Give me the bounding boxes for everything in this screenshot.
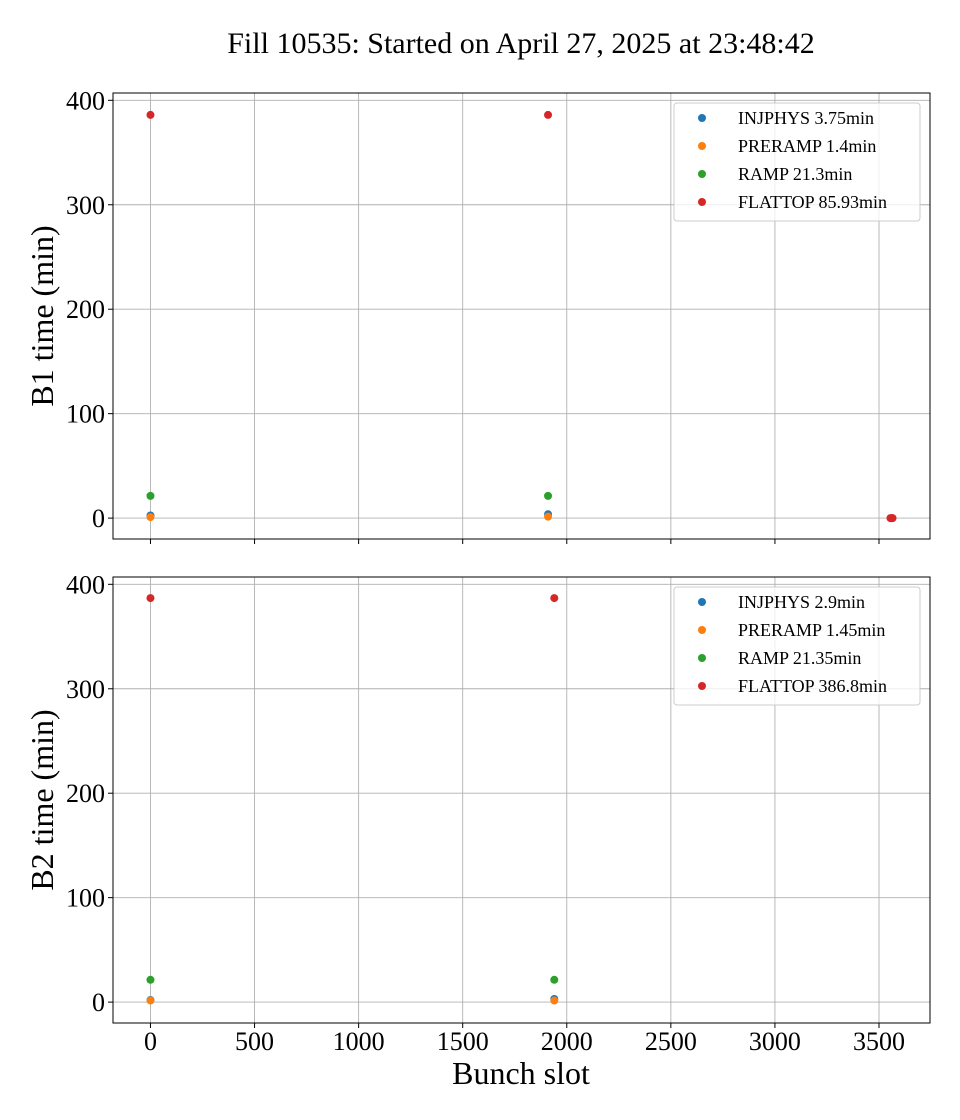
legend-b2: INJPHYS 2.9min PRERAMP 1.45min RAMP 21.35m… bbox=[673, 586, 921, 706]
point-b1-flattop-0 bbox=[146, 110, 155, 119]
legend-label-b2-flattop: FLATTOP 386.8min bbox=[738, 676, 887, 696]
point-b2-ramp-1 bbox=[550, 975, 559, 984]
legend-box-b2 bbox=[673, 586, 921, 706]
y-tick-label-b2-3: 300 bbox=[66, 675, 105, 704]
x-tick-label-3: 1500 bbox=[437, 1027, 489, 1056]
x-ticks-b2: 0 500 1000 1500 2000 2500 3000 3500 bbox=[144, 1023, 905, 1056]
legend-marker-b2-ramp bbox=[698, 654, 706, 662]
legend-marker-b2-flattop bbox=[698, 682, 706, 690]
point-b1-ramp-1 bbox=[544, 491, 553, 500]
panel-b2: 0 100 200 300 400 0 500 1000 1500 2000 2500 3000 35… bbox=[24, 570, 931, 1056]
legend-label-b2-injphys: INJPHYS 2.9min bbox=[738, 592, 865, 612]
axes-frame-b1 bbox=[112, 92, 931, 540]
legend-label-b2-ramp: RAMP 21.35min bbox=[738, 648, 861, 668]
point-b2-preramp-0 bbox=[146, 996, 155, 1005]
y-tick-label-b2-2: 200 bbox=[66, 779, 105, 808]
legend-box-b1 bbox=[673, 102, 921, 222]
marks-b2 bbox=[146, 594, 559, 1005]
y-tick-label-b1-0: 0 bbox=[92, 504, 105, 533]
legend-label-b1-flattop: FLATTOP 85.93min bbox=[738, 192, 887, 212]
y-tick-label-b2-0: 0 bbox=[92, 988, 105, 1017]
y-tick-label-b2-1: 100 bbox=[66, 884, 105, 913]
legend-label-b2-preramp: PRERAMP 1.45min bbox=[738, 620, 885, 640]
y-axis-label-b2: B2 time (min) bbox=[24, 709, 60, 890]
x-tick-label-5: 2500 bbox=[645, 1027, 697, 1056]
legend-label-b1-preramp: PRERAMP 1.4min bbox=[738, 136, 876, 156]
x-ticks-b1 bbox=[149, 539, 880, 544]
y-tick-label-b1-1: 100 bbox=[66, 400, 105, 429]
point-b1-preramp-0 bbox=[146, 513, 155, 522]
legend-marker-b1-injphys bbox=[698, 114, 706, 122]
y-tick-label-b2-4: 400 bbox=[66, 570, 105, 599]
x-tick-label-7: 3500 bbox=[853, 1027, 905, 1056]
legend-label-b1-injphys: INJPHYS 3.75min bbox=[738, 108, 874, 128]
y-tick-label-b1-4: 400 bbox=[66, 86, 105, 115]
x-tick-label-4: 2000 bbox=[541, 1027, 593, 1056]
y-ticks-b1: 0 100 200 300 400 bbox=[66, 86, 113, 533]
point-b2-ramp-0 bbox=[146, 975, 155, 984]
grid-b1 bbox=[113, 93, 930, 539]
legend-marker-b1-ramp bbox=[698, 170, 706, 178]
x-tick-label-6: 3000 bbox=[749, 1027, 801, 1056]
y-ticks-b2: 0 100 200 300 400 bbox=[66, 570, 113, 1017]
x-tick-label-2: 1000 bbox=[333, 1027, 385, 1056]
panel-b1: 0 100 200 300 400 B1 time (min) INJPHYS 3.75… bbox=[24, 86, 931, 544]
legend-marker-b1-preramp bbox=[698, 142, 706, 150]
y-tick-label-b1-2: 200 bbox=[66, 295, 105, 324]
chart-title: Fill 10535: Started on April 27, 2025 at… bbox=[227, 27, 815, 60]
legend-b1: INJPHYS 3.75min PRERAMP 1.4min RAMP 21.3mi… bbox=[673, 102, 921, 222]
point-b2-flattop-1 bbox=[550, 594, 559, 603]
legend-marker-b2-preramp bbox=[698, 626, 706, 634]
legend-marker-b1-flattop bbox=[698, 198, 706, 206]
y-tick-label-b1-3: 300 bbox=[66, 191, 105, 220]
point-b1-preramp-1 bbox=[544, 512, 553, 521]
axes-frame-b2 bbox=[112, 576, 931, 1024]
x-tick-label-1: 500 bbox=[235, 1027, 274, 1056]
point-b2-preramp-1 bbox=[550, 996, 559, 1005]
y-axis-label-b1: B1 time (min) bbox=[24, 225, 60, 406]
legend-label-b1-ramp: RAMP 21.3min bbox=[738, 164, 852, 184]
point-b1-flattop-4 bbox=[888, 514, 897, 523]
legend-marker-b2-injphys bbox=[698, 598, 706, 606]
point-b1-flattop-1 bbox=[544, 110, 553, 119]
x-tick-label-0: 0 bbox=[144, 1027, 157, 1056]
point-b1-ramp-0 bbox=[146, 491, 155, 500]
x-axis-label: Bunch slot bbox=[452, 1055, 590, 1091]
marks-b1 bbox=[146, 110, 897, 523]
point-b2-flattop-0 bbox=[146, 594, 155, 603]
